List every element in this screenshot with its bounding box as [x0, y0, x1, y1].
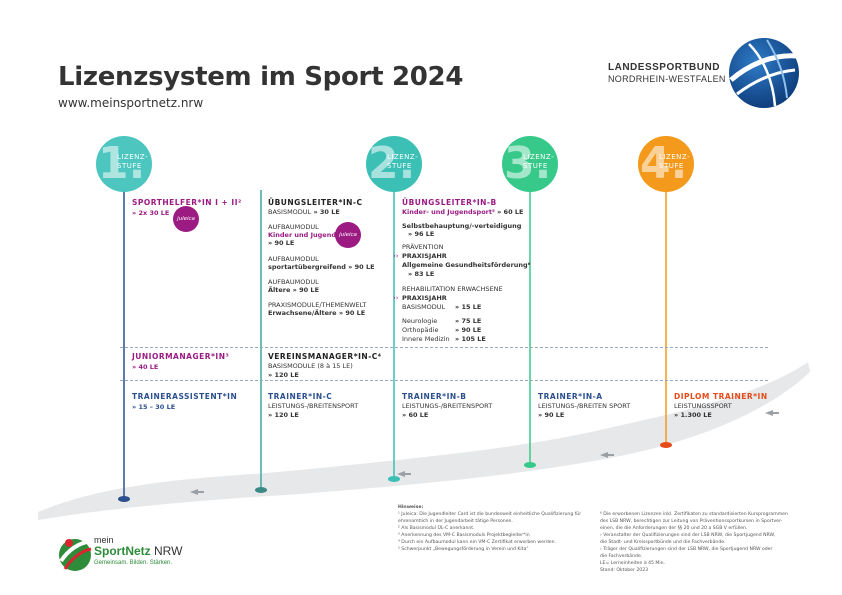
- logo-mein: mein: [94, 535, 114, 545]
- trainer-c-sub: LEISTUNGS-/BREITENSPORT: [268, 402, 359, 410]
- uebungsleiter-b-title: ÜBUNGSLEITER*IN-B: [402, 198, 497, 207]
- lsb-globe-logo: [729, 38, 799, 108]
- footnote-line: die Stadt- und Kreissportbünde und die F…: [600, 540, 726, 545]
- trainer-b-sub: LEISTUNGS-/BREITENSPORT: [402, 402, 493, 410]
- footnote-line: › Veranstalter der Qualifizierungen sind…: [600, 533, 776, 538]
- ulb-allg: Allgemeine Gesundheitsförderung⁶: [402, 261, 531, 269]
- ulb-kinder: Kinder- und Jugendsport⁵ » 60 LE: [402, 208, 524, 216]
- trainer-a-sub: LEISTUNGS-/BREITEN SPORT: [538, 402, 631, 410]
- footnote-line: ² Als Basismodul ÜL-C anerkannt.: [398, 526, 475, 531]
- ulc-praxis-label: PRAXISMODULE/THEMENWELT: [268, 301, 367, 309]
- ulb-neuro: Neurologie: [402, 317, 438, 325]
- footnote-line: ³ Anerkennung des VM-C Basismoduls Proje…: [398, 533, 530, 538]
- trainer-b-le: » 60 LE: [402, 411, 429, 419]
- juniormanager-le: » 40 LE: [132, 363, 159, 371]
- ulb-praxisjahr-1: PRAXISJAHR: [402, 252, 447, 260]
- trainerassistent-title: TRAINERASSISTENT*IN: [132, 392, 238, 401]
- footnotes-heading: Hinweise:: [398, 505, 424, 510]
- stage-3-label: LIZENZ- STUFE: [523, 153, 555, 170]
- stage-4-number: 4.: [640, 138, 688, 189]
- stage-3-number: 3.: [504, 138, 552, 189]
- stage-1-label: LIZENZ- STUFE: [117, 153, 149, 170]
- uebungsleiter-c-title: ÜBUNGSLEITER*IN-C: [268, 198, 363, 207]
- diplom-trainer-sub: LEISTUNGSSPORT: [674, 402, 732, 410]
- diplom-trainer-title: DIPLOM TRAINER*IN: [674, 392, 768, 401]
- ulc-aufbau1-label: AUFBAUMODUL: [268, 223, 319, 231]
- ulc-aufbau3-sub: Ältere » 90 LE: [268, 286, 320, 294]
- ulc-aufbau3-label: AUFBAUMODUL: [268, 278, 319, 286]
- footnotes-right: ⁶ Die erworbenen Lizenzen inkl. Zertifik…: [600, 511, 788, 574]
- org-name-line1: LANDESSPORTBUND: [608, 62, 720, 73]
- footnotes-left: ¹ Juleica: Die Jugendleiter Card ist die…: [398, 511, 581, 553]
- diplom-trainer-le: » 1.300 LE: [674, 411, 712, 419]
- footnote-line: des LSB NRW, berechtigen zur Leitung von…: [600, 519, 783, 524]
- footnote-line: einen, die die Anforderungen der §§ 20 u…: [600, 526, 748, 531]
- sporthelfer-title: SPORTHELFER*IN I + II²: [132, 198, 242, 207]
- ulb-ortho-le: » 90 LE: [455, 326, 482, 334]
- ulb-basis-le: » 15 LE: [455, 303, 482, 311]
- praxisjahr-arrow-1: ››: [393, 252, 399, 260]
- stage-2-label: LIZENZ- STUFE: [387, 153, 419, 170]
- ulb-basis: BASISMODUL: [402, 303, 446, 311]
- row-divider-1: [120, 347, 768, 348]
- ulb-praevention: PRÄVENTION: [402, 243, 444, 251]
- ulb-innere: Innere Medizin: [402, 335, 450, 343]
- org-name-line2: NORDRHEIN-WESTFALEN: [608, 74, 726, 84]
- trainer-a-title: TRAINER*IN-A: [538, 392, 603, 401]
- juleica-badge: juleica: [173, 206, 199, 232]
- footnote-line: ⁴ Durch ein Aufbaumodul kann ein VM-C Ze…: [398, 540, 556, 545]
- stage-4-label: LIZENZ- STUFE: [659, 153, 691, 170]
- ulc-aufbau1-sub: Kinder und Jugendliche: [268, 231, 354, 239]
- stage-1-number: 1.: [98, 138, 146, 189]
- footnote-line: die Fachverbände.: [600, 554, 643, 559]
- ulb-selbst-le: » 96 LE: [408, 230, 435, 238]
- ulb-ortho: Orthopädie: [402, 326, 439, 334]
- trainer-b-title: TRAINER*IN-B: [402, 392, 467, 401]
- ulc-basismodul: BASISMODUL » 30 LE: [268, 208, 340, 216]
- ulb-praxisjahr-2: PRAXISJAHR: [402, 294, 447, 302]
- footnote-line: Stand: Oktober 2023: [600, 568, 649, 573]
- footnote-line: ehrenamtlich in der Jugendarbeit tätige …: [398, 519, 513, 524]
- juleica-badge-2: juleica: [335, 222, 361, 248]
- footnote-line: ¹ Juleica: Die Jugendleiter Card ist die…: [398, 512, 582, 517]
- trainer-a-le: » 90 LE: [538, 411, 565, 419]
- footnote-line: ⁶ Die erworbenen Lizenzen inkl. Zertifik…: [600, 512, 788, 517]
- page-title: Lizenzsystem im Sport 2024: [58, 62, 464, 92]
- ulb-reha: REHABILITATION ERWACHSENE: [402, 285, 503, 293]
- ulc-praxis-sub: Erwachsene/Ältere » 90 LE: [268, 309, 366, 317]
- sportnetz-logo-icon: [59, 539, 92, 571]
- footnote-line: ⁵ Schwerpunkt „Bewegungsförderung in Ver…: [398, 547, 529, 552]
- ulb-neuro-le: » 75 LE: [455, 317, 482, 325]
- ulb-innere-le: » 105 LE: [455, 335, 486, 343]
- juniormanager-title: JUNIORMANAGER*IN³: [132, 352, 230, 361]
- ulb-praev-le: » 83 LE: [408, 270, 435, 278]
- sporthelfer-le: » 2x 30 LE: [132, 209, 170, 217]
- ulc-aufbau2-label: AUFBAUMODUL: [268, 255, 319, 263]
- footnote-line: › Träger der Qualifizierungen sind der L…: [600, 547, 773, 552]
- website-url[interactable]: www.meinsportnetz.nrw: [58, 96, 204, 110]
- vereinsmanager-title: VEREINSMANAGER*IN-C⁴: [268, 352, 382, 361]
- logo-slogan: Gemeinsam. Bilden. Stärken.: [94, 560, 173, 566]
- trainer-c-title: TRAINER*IN-C: [268, 392, 333, 401]
- ulc-aufbau1-le: » 90 LE: [268, 239, 295, 247]
- praxisjahr-arrow-2: ››: [393, 294, 399, 302]
- logo-sportnetz: SportNetz NRW: [94, 544, 183, 558]
- vereinsmanager-sub: BASISMODULE (8 à 15 LE): [268, 362, 353, 370]
- trainerassistent-le: » 15 – 30 LE: [132, 403, 176, 411]
- vereinsmanager-le: » 120 LE: [268, 371, 299, 379]
- ulb-selbst: Selbstbehauptung/-verteidigung: [402, 222, 522, 230]
- ulc-aufbau2-sub: sportartübergreifend » 90 LE: [268, 263, 375, 271]
- footnote-line: LE= Lerneinheiten à 45 Min.: [600, 561, 666, 566]
- row-divider-2: [120, 380, 768, 381]
- stage-2-number: 2.: [368, 138, 416, 189]
- trainer-c-le: » 120 LE: [268, 411, 299, 419]
